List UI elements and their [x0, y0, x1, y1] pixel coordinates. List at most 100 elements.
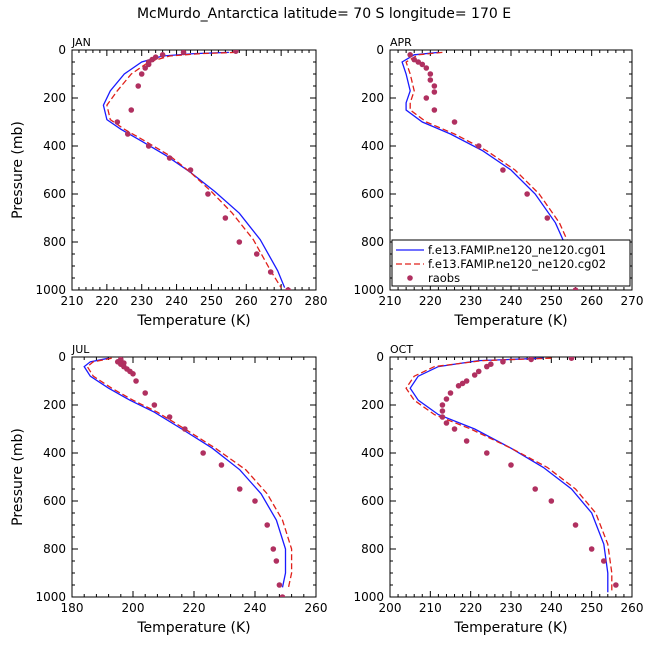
- y-tick-label: 1000: [35, 590, 66, 604]
- raobs-point: [439, 408, 446, 414]
- raobs-point: [544, 215, 551, 221]
- raobs-point: [475, 143, 482, 149]
- raobs-point: [419, 61, 426, 68]
- legend-marker: [407, 275, 413, 281]
- x-tick-label: 230: [130, 294, 153, 308]
- raobs-point: [463, 378, 470, 384]
- y-tick-label: 400: [361, 446, 384, 460]
- raobs-point: [431, 89, 438, 95]
- panel-label: OCT: [390, 343, 413, 356]
- raobs-point: [267, 269, 274, 275]
- raobs-point: [114, 119, 121, 125]
- raobs-point: [133, 378, 139, 384]
- y-tick-label: 800: [361, 542, 384, 556]
- raobs-point: [264, 522, 271, 528]
- x-tick-label: 280: [305, 294, 328, 308]
- x-axis-title: Temperature (K): [453, 620, 567, 636]
- plot-area: [102, 50, 291, 290]
- series-line-cg02: [86, 357, 293, 588]
- raobs-point: [439, 414, 446, 420]
- raobs-point: [411, 56, 418, 63]
- y-tick-label: 200: [361, 398, 384, 412]
- raobs-point: [451, 426, 458, 432]
- x-tick-label: 230: [500, 601, 523, 615]
- panel-jul: 180 200 220 240 260 0 200 400 600 800 1000 JUL Tempe…: [10, 343, 327, 636]
- x-tick-label: 260: [580, 294, 603, 308]
- raobs-point: [423, 95, 430, 101]
- raobs-point: [159, 52, 166, 58]
- raobs-point: [431, 83, 438, 89]
- raobs-point: [588, 546, 595, 552]
- raobs-point: [484, 363, 490, 370]
- raobs-point: [427, 77, 434, 83]
- panel-label: JUL: [71, 343, 90, 356]
- raobs-point: [218, 462, 225, 468]
- panel-jan: 210 220 230 240 250 260 270 280 0 200 400 600 800 100…: [10, 36, 327, 329]
- x-tick-label: 260: [235, 294, 258, 308]
- x-tick-label: 240: [500, 294, 523, 308]
- series-line-cg02: [405, 51, 585, 286]
- series-line-cg01: [409, 357, 609, 593]
- raobs-point: [182, 426, 188, 432]
- raobs-point: [471, 372, 478, 378]
- raobs-point: [572, 287, 579, 290]
- panel-apr: 210 220 230 240 250 260 270 0 200 400 600 800 1000 AP…: [353, 36, 643, 329]
- raobs-point: [273, 558, 280, 564]
- raobs-point: [508, 462, 514, 468]
- raobs-point: [124, 131, 131, 137]
- x-tick-label: 220: [183, 601, 206, 615]
- plot-frame: [389, 356, 633, 598]
- raobs-point: [128, 107, 135, 113]
- x-axis-title: Temperature (K): [453, 313, 567, 329]
- raobs-point: [279, 594, 286, 597]
- raobs-point: [145, 143, 152, 149]
- plot-area: [401, 51, 585, 290]
- raobs-point: [142, 65, 148, 71]
- raobs-point: [572, 522, 579, 528]
- raobs-point: [524, 191, 530, 197]
- raobs-point: [455, 383, 462, 389]
- panel-label: JAN: [71, 36, 91, 49]
- raobs-point: [463, 438, 470, 444]
- x-tick-label: 240: [540, 601, 563, 615]
- raobs-point: [130, 371, 136, 377]
- x-tick-label: 220: [419, 294, 442, 308]
- raobs-point: [423, 65, 430, 71]
- y-tick-label: 1000: [353, 283, 384, 297]
- raobs-point: [222, 215, 229, 221]
- y-tick-label: 200: [43, 91, 66, 105]
- y-tick-label: 600: [361, 187, 384, 201]
- raobs-point: [500, 359, 506, 365]
- series-line-cg02: [405, 357, 613, 593]
- y-tick-label: 0: [58, 350, 66, 364]
- raobs-point: [145, 61, 152, 68]
- raobs-point: [407, 52, 413, 58]
- series-line-cg01: [401, 51, 581, 286]
- plot-area: [405, 357, 619, 593]
- plot-frame: [71, 356, 317, 598]
- y-tick-label: 400: [43, 139, 66, 153]
- x-axis-title: Temperature (K): [136, 313, 250, 329]
- raobs-point: [613, 582, 619, 588]
- raobs-point: [142, 390, 148, 396]
- series-line-cg02: [106, 51, 282, 288]
- raobs-point: [484, 450, 490, 456]
- x-tick-label: 250: [580, 601, 603, 615]
- raobs-point: [135, 83, 142, 89]
- raobs-point: [138, 71, 145, 77]
- raobs-point: [276, 582, 283, 588]
- panel-oct: 200 210 220 230 240 250 260 0 200 400 600 800 1000 OC…: [353, 343, 643, 636]
- plot-area: [83, 357, 293, 597]
- y-tick-label: 600: [43, 494, 66, 508]
- y-tick-label: 1000: [35, 283, 66, 297]
- x-tick-label: 250: [540, 294, 563, 308]
- x-tick-label: 180: [61, 601, 84, 615]
- raobs-point: [459, 380, 466, 387]
- raobs-point: [415, 59, 422, 65]
- raobs-point: [488, 361, 494, 368]
- raobs-point: [443, 396, 450, 402]
- y-tick-label: 200: [43, 398, 66, 412]
- x-tick-label: 210: [61, 294, 84, 308]
- y-tick-label: 800: [43, 542, 66, 556]
- raobs-point: [187, 167, 194, 173]
